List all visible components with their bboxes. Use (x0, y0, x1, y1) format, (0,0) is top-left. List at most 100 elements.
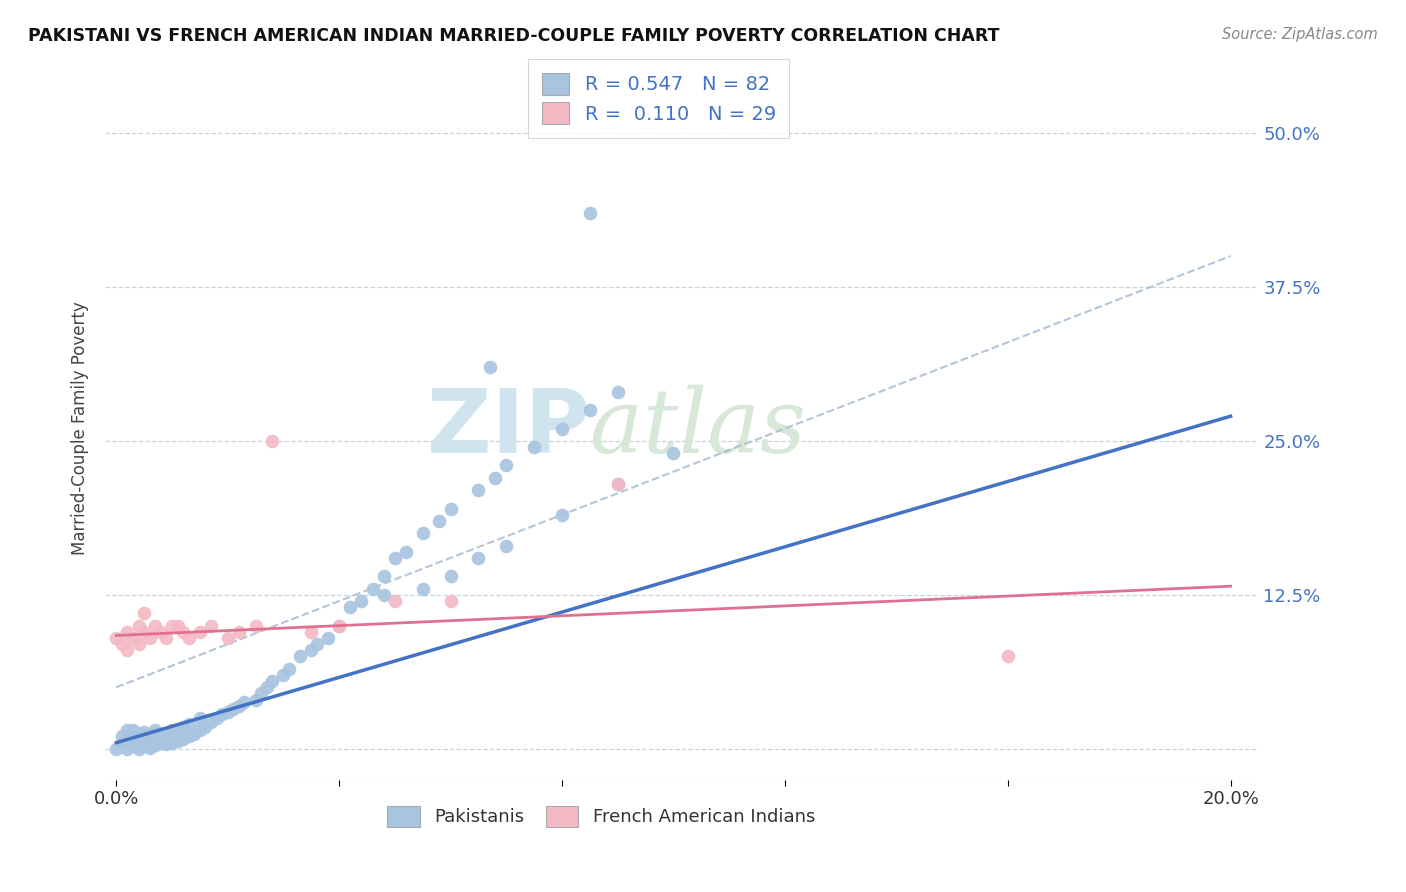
Point (122, 631, 145, 645)
Point (122, 734, 145, 748)
Point (245, 618, 267, 632)
Point (177, 631, 200, 645)
Point (228, 698, 250, 713)
Point (551, 508, 574, 522)
Point (200, 714, 222, 729)
Point (211, 707, 233, 722)
Point (128, 727, 150, 741)
Point (166, 734, 188, 748)
Point (997, 649, 1019, 664)
Point (440, 569, 463, 583)
Point (172, 624, 194, 639)
Point (662, 446, 685, 460)
Point (117, 723, 139, 738)
Point (122, 723, 145, 738)
Point (134, 724, 156, 739)
Point (467, 483, 489, 497)
Point (440, 501, 463, 516)
Point (183, 727, 205, 741)
Point (262, 674, 284, 689)
Point (278, 662, 301, 676)
Point (166, 722, 188, 736)
Point (128, 737, 150, 751)
Point (440, 594, 463, 608)
Point (155, 737, 177, 751)
Point (262, 434, 284, 448)
Y-axis label: Married-Couple Family Poverty: Married-Couple Family Poverty (72, 301, 89, 556)
Point (290, 649, 312, 664)
Point (105, 631, 128, 645)
Point (328, 618, 350, 632)
Point (134, 739, 156, 754)
Point (143, 731, 166, 746)
Point (111, 637, 134, 651)
Point (412, 526, 434, 541)
Point (305, 637, 328, 651)
Point (551, 421, 574, 435)
Point (579, 403, 602, 417)
Point (134, 624, 156, 639)
Point (478, 359, 501, 374)
Point (122, 730, 145, 744)
Point (316, 631, 339, 645)
Point (273, 668, 295, 682)
Point (484, 471, 506, 485)
Point (143, 723, 166, 738)
Point (143, 618, 166, 632)
Point (128, 618, 150, 632)
Point (233, 695, 256, 709)
Point (250, 686, 273, 700)
Point (495, 539, 517, 553)
Point (495, 458, 517, 473)
Point (160, 736, 183, 750)
Point (177, 730, 200, 744)
Point (149, 730, 172, 744)
Point (606, 477, 628, 491)
Point (134, 731, 156, 746)
Point (194, 720, 217, 734)
Point (134, 607, 156, 621)
Legend: Pakistanis, French American Indians: Pakistanis, French American Indians (380, 798, 823, 834)
Point (245, 692, 267, 706)
Point (139, 631, 162, 645)
Point (155, 727, 177, 741)
Point (111, 736, 134, 750)
Point (200, 618, 222, 632)
Point (384, 550, 406, 565)
Point (139, 734, 162, 748)
Point (579, 206, 602, 220)
Point (172, 731, 194, 746)
Point (117, 643, 139, 657)
Point (160, 618, 183, 632)
Point (188, 723, 211, 738)
Point (222, 702, 245, 716)
Point (361, 582, 384, 596)
Point (105, 741, 128, 756)
Point (256, 680, 278, 694)
Point (299, 643, 322, 657)
Point (117, 736, 139, 750)
Point (172, 720, 194, 734)
Point (429, 514, 451, 528)
Text: atlas: atlas (589, 385, 806, 472)
Point (128, 741, 150, 756)
Point (328, 618, 350, 632)
Point (217, 631, 239, 645)
Point (111, 730, 134, 744)
Point (339, 600, 361, 615)
Point (350, 594, 373, 608)
Point (128, 637, 150, 651)
Text: PAKISTANI VS FRENCH AMERICAN INDIAN MARRIED-COUPLE FAMILY POVERTY CORRELATION CH: PAKISTANI VS FRENCH AMERICAN INDIAN MARR… (28, 27, 1000, 45)
Point (523, 440, 546, 454)
Point (373, 569, 395, 583)
Point (177, 717, 200, 731)
Point (166, 618, 188, 632)
Point (155, 631, 177, 645)
Point (117, 741, 139, 756)
Point (188, 624, 211, 639)
Point (139, 740, 162, 755)
Point (188, 711, 211, 725)
Point (606, 384, 628, 399)
Point (606, 477, 628, 491)
Point (384, 594, 406, 608)
